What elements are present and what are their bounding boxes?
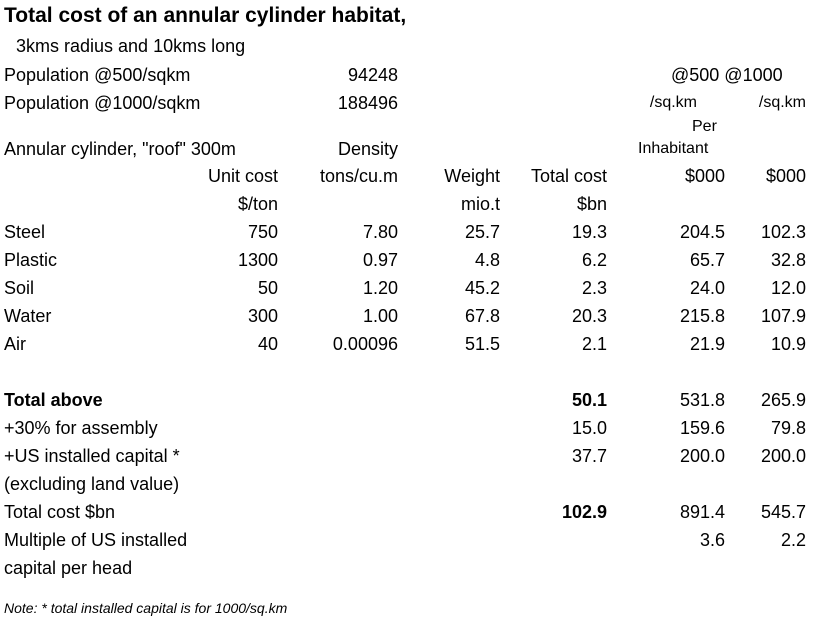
section-label: Annular cylinder, "roof" 300m	[4, 139, 236, 159]
population-row-500: Population @500/sqkm 94248 @500 @1000	[0, 61, 814, 89]
density: 0.00096	[332, 334, 398, 354]
density: 0.97	[362, 250, 398, 270]
summary-label: Multiple of US installed	[4, 530, 188, 550]
per-head-header-top: @500 @1000	[671, 65, 783, 85]
summary-row-assembly: +30% for assembly 15.0 159.6 79.8	[0, 414, 814, 442]
per-head-1000: 79.8	[770, 418, 806, 438]
per-head-500: 159.6	[679, 418, 725, 438]
material-name: Air	[4, 334, 26, 354]
density: 1.00	[362, 306, 398, 326]
per-head-500: 65.7	[689, 250, 725, 270]
population-value: 94248	[347, 65, 398, 85]
per-head-1000: 10.9	[770, 334, 806, 354]
summary-label: (excluding land value)	[4, 474, 180, 494]
per-head-500-header: $000	[684, 166, 725, 186]
total-cost: 19.3	[571, 222, 607, 242]
summary-row-total-cost: Total cost $bn 102.9 891.4 545.7	[0, 498, 814, 526]
table-row: Steel 750 7.80 25.7 19.3 204.5 102.3	[0, 218, 814, 246]
unit-cost: 300	[247, 306, 278, 326]
per-head-1000: 265.9	[760, 390, 806, 410]
per-head-500: 3.6	[699, 530, 725, 550]
weight: 25.7	[464, 222, 500, 242]
mio-t-header: mio.t	[460, 194, 500, 214]
summary-row-us-capital: +US installed capital * 37.7 200.0 200.0	[0, 442, 814, 470]
footnote: Note: * total installed capital is for 1…	[4, 600, 288, 616]
table-row: Air 40 0.00096 51.5 2.1 21.9 10.9	[0, 330, 814, 358]
summary-row-capital-per-head: capital per head	[0, 554, 814, 582]
unit-cost: 1300	[237, 250, 278, 270]
table-row: Plastic 1300 0.97 4.8 6.2 65.7 32.8	[0, 246, 814, 274]
total-cost-header: Total cost	[530, 166, 607, 186]
material-name: Steel	[4, 222, 46, 242]
population-label: Population @1000/sqkm	[4, 93, 201, 113]
unit-cost: 750	[247, 222, 278, 242]
total-cost: 20.3	[571, 306, 607, 326]
summary-row-multiple: Multiple of US installed 3.6 2.2	[0, 526, 814, 554]
total-cost: 2.1	[581, 334, 607, 354]
per-head-1000-header: $000	[765, 166, 806, 186]
density: 7.80	[362, 222, 398, 242]
density: 1.20	[362, 278, 398, 298]
section-header-row: Annular cylinder, "roof" 300m Density In…	[0, 135, 814, 163]
material-name: Water	[4, 306, 52, 326]
table-row: Soil 50 1.20 45.2 2.3 24.0 12.0	[0, 274, 814, 302]
total-cost: 37.7	[571, 446, 607, 466]
per-head-1000: 2.2	[780, 530, 806, 550]
summary-label: +30% for assembly	[4, 418, 158, 438]
summary-label: Total cost $bn	[4, 502, 116, 522]
weight: 4.8	[474, 250, 500, 270]
unit-header-row: $/ton mio.t $bn	[0, 190, 814, 218]
per-label: Per	[692, 118, 717, 135]
page-subtitle: 3kms radius and 10kms long	[16, 36, 246, 56]
population-label: Population @500/sqkm	[4, 65, 191, 85]
total-cost: 6.2	[581, 250, 607, 270]
weight: 51.5	[464, 334, 500, 354]
per-head-1000: 12.0	[770, 278, 806, 298]
per-ton-header: $/ton	[237, 194, 278, 214]
population-value: 188496	[337, 93, 398, 113]
weight: 45.2	[464, 278, 500, 298]
unit-cost: 40	[257, 334, 278, 354]
material-name: Plastic	[4, 250, 58, 270]
total-cost: 2.3	[581, 278, 607, 298]
per-head-500: 204.5	[679, 222, 725, 242]
per-head-500: 891.4	[679, 502, 725, 522]
per-head-1000: 32.8	[770, 250, 806, 270]
per-head-500: 24.0	[689, 278, 725, 298]
col5-unit: /sq.km	[649, 94, 697, 111]
per-head-1000: 545.7	[760, 502, 806, 522]
per-head-1000: 102.3	[760, 222, 806, 242]
page-title: Total cost of an annular cylinder habita…	[4, 4, 407, 27]
summary-row-total-above: Total above 50.1 531.8 265.9	[0, 386, 814, 414]
per-head-1000: 200.0	[760, 446, 806, 466]
summary-label: capital per head	[4, 558, 133, 578]
weight-header: Weight	[444, 166, 500, 186]
unit-cost: 50	[257, 278, 278, 298]
population-row-1000: Population @1000/sqkm 188496 /sq.km /sq.…	[0, 89, 814, 117]
density-header: Density	[337, 139, 398, 159]
summary-label: Total above	[4, 390, 103, 410]
summary-row-excluding-land: (excluding land value)	[0, 470, 814, 498]
inhabitant-label: Inhabitant	[638, 140, 709, 157]
tons-cum-header: tons/cu.m	[319, 166, 398, 186]
per-header-row: Per	[0, 113, 814, 141]
total-cost: 15.0	[571, 418, 607, 438]
weight: 67.8	[464, 306, 500, 326]
total-cost: 102.9	[561, 502, 607, 522]
col6-unit: /sq.km	[758, 94, 806, 111]
total-cost: 50.1	[571, 390, 607, 410]
per-head-1000: 107.9	[760, 306, 806, 326]
column-header-row: Unit cost tons/cu.m Weight Total cost $0…	[0, 162, 814, 190]
bn-header: $bn	[576, 194, 607, 214]
unit-cost-header: Unit cost	[207, 166, 278, 186]
per-head-500: 531.8	[679, 390, 725, 410]
per-head-500: 21.9	[689, 334, 725, 354]
summary-label: +US installed capital *	[4, 446, 180, 466]
table-row: Water 300 1.00 67.8 20.3 215.8 107.9	[0, 302, 814, 330]
per-head-500: 200.0	[679, 446, 725, 466]
per-head-500: 215.8	[679, 306, 725, 326]
material-name: Soil	[4, 278, 35, 298]
